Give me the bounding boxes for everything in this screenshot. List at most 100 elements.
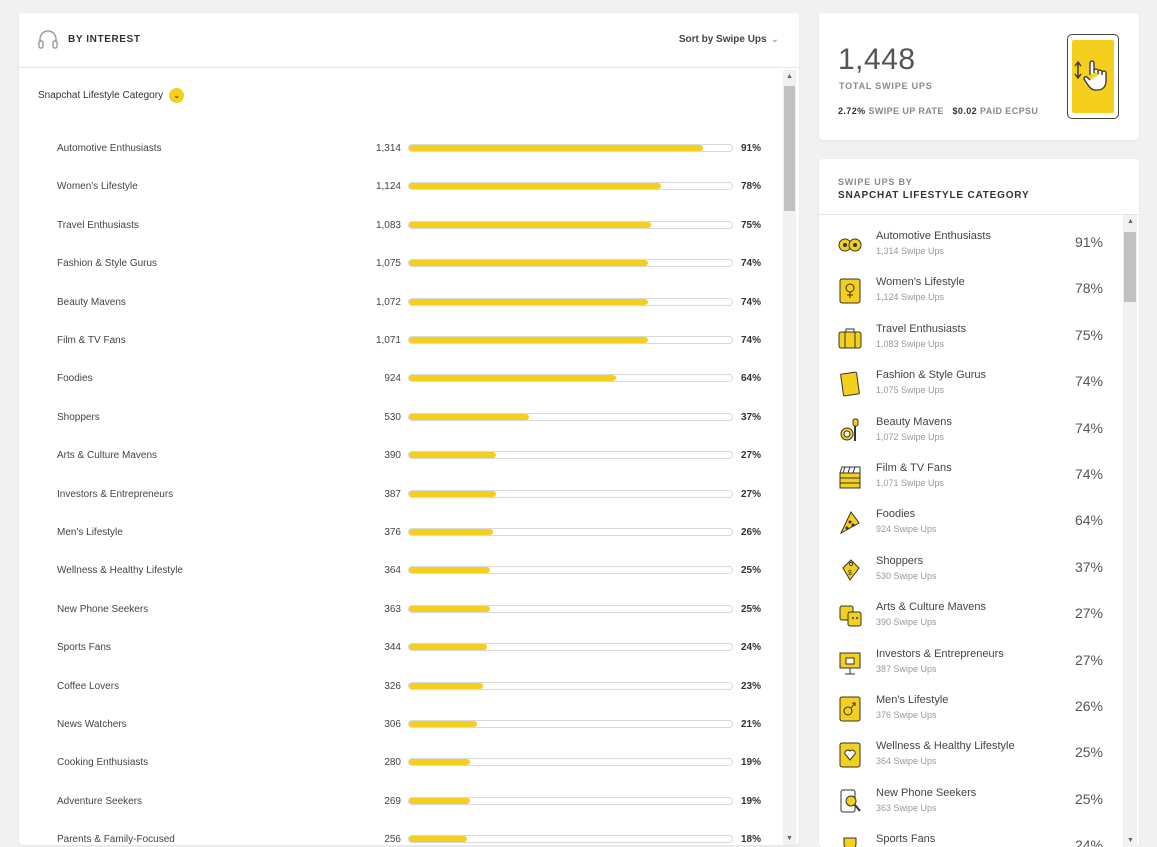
progress-fill	[409, 337, 648, 343]
category-swipe-ups: 1,124 Swipe Ups	[876, 292, 945, 303]
interest-row: Foodies 924 64%	[19, 369, 779, 389]
interest-count: 376	[384, 527, 401, 538]
scrollbar[interactable]: ▲ ▼	[783, 70, 796, 845]
category-list-item: Arts & Culture Mavens 390 Swipe Ups 27%	[819, 597, 1119, 637]
interest-percent: 25%	[741, 565, 762, 577]
chevron-down-icon: ⌄	[770, 34, 779, 45]
progress-fill	[409, 375, 616, 382]
male-symbol-icon	[839, 696, 861, 722]
interest-percent: 19%	[741, 757, 762, 769]
progress-fill	[409, 490, 496, 497]
interest-label: Film & TV Fans	[57, 335, 126, 346]
category-name: Shoppers	[876, 554, 924, 567]
interest-count: 1,071	[375, 335, 401, 346]
interest-list: Snapchat Lifestyle Category ⌄ Automotive…	[19, 69, 799, 845]
category-list-item: Travel Enthusiasts 1,083 Swipe Ups 75%	[819, 319, 1119, 359]
swipe-ups-by-category-card: SWIPE UPS BY SNAPCHAT LIFESTYLE CATEGORY…	[819, 159, 1139, 847]
category-percent: 74%	[1074, 419, 1103, 436]
divider	[819, 214, 1139, 215]
interest-count: 1,314	[375, 143, 401, 154]
interest-label: Arts & Culture Mavens	[57, 450, 158, 462]
scroll-down-arrow-icon[interactable]: ▼	[1127, 837, 1134, 844]
interest-percent: 18%	[741, 834, 762, 845]
interest-label: Automotive Enthusiasts	[57, 143, 162, 154]
clapperboard-icon	[839, 466, 861, 489]
phone-swipe-icon	[1067, 34, 1119, 119]
category-name: Beauty Mavens	[876, 415, 952, 428]
interest-row: Women's Lifestyle 1,124 78%	[19, 177, 779, 197]
scrollbar-thumb[interactable]	[1124, 232, 1136, 302]
category-swipe-ups: 376 Swipe Ups	[876, 710, 937, 720]
interest-row: Sports Fans 344 24%	[19, 638, 779, 658]
category-list-item: Sports Fans 24%	[819, 829, 1119, 847]
scrollbar[interactable]: ▲ ▼	[1123, 215, 1137, 847]
category-percent: 25%	[1074, 790, 1103, 807]
chevron-down-icon: ⌄	[169, 88, 185, 103]
category-swipe-ups: 924 Swipe Ups	[876, 524, 937, 535]
total-swipe-ups-value: 1,448	[838, 43, 916, 76]
interest-row: Coffee Lovers 326 23%	[19, 677, 779, 697]
presentation-icon	[839, 652, 861, 675]
category-percent: 74%	[1074, 466, 1103, 482]
interest-percent: 91%	[741, 143, 762, 154]
interest-label: Travel Enthusiasts	[57, 219, 139, 231]
category-name: Investors & Entrepreneurs	[876, 647, 1004, 660]
interest-percent: 78%	[741, 181, 762, 193]
sort-label: Sort by Swipe Ups	[678, 34, 767, 45]
swipe-up-rate-value: 2.72%	[838, 106, 866, 116]
interest-percent: 19%	[741, 795, 762, 807]
interest-percent: 75%	[741, 219, 762, 231]
interest-percent: 64%	[741, 373, 762, 385]
interest-percent: 23%	[741, 680, 762, 692]
interest-percent: 27%	[741, 450, 762, 462]
scroll-up-arrow-icon[interactable]: ▲	[786, 73, 793, 80]
category-name: Women's Lifestyle	[876, 276, 965, 289]
by-interest-panel: BY INTEREST Sort by Swipe Ups ⌄ Snapchat …	[19, 13, 799, 845]
interest-percent: 74%	[741, 258, 762, 270]
interest-row: Shoppers 530 37%	[19, 408, 779, 428]
interest-row: Travel Enthusiasts 1,083 75%	[19, 216, 779, 236]
category-list-item: Automotive Enthusiasts 1,314 Swipe Ups 91%	[819, 226, 1119, 266]
interest-row: Beauty Mavens 1,072 74%	[19, 293, 779, 313]
progress-track	[408, 451, 733, 460]
category-name: Foodies	[876, 508, 916, 521]
scroll-down-arrow-icon[interactable]: ▼	[786, 835, 793, 842]
interest-row: Automotive Enthusiasts 1,314 91%	[19, 139, 779, 159]
category-percent: 27%	[1074, 651, 1103, 668]
progress-fill	[409, 644, 487, 651]
progress-track	[408, 259, 733, 268]
interest-count: 364	[384, 565, 401, 577]
interest-row: News Watchers 306 21%	[19, 715, 779, 735]
interest-count: 1,124	[375, 181, 401, 193]
progress-fill	[409, 221, 651, 228]
interest-count: 1,072	[375, 296, 401, 308]
category-swipe-ups: 1,072 Swipe Ups	[876, 431, 945, 442]
panel-header: BY INTEREST Sort by Swipe Ups ⌄	[19, 13, 799, 68]
category-percent: 26%	[1074, 698, 1103, 714]
scrollbar-thumb[interactable]	[784, 86, 795, 211]
sort-dropdown[interactable]: Sort by Swipe Ups ⌄	[679, 34, 779, 45]
phone-search-icon	[840, 789, 861, 813]
interest-row: Investors & Entrepreneurs 387 27%	[19, 485, 779, 505]
total-swipe-ups-label: TOTAL SWIPE UPS	[839, 81, 933, 91]
category-swipe-ups: 1,075 Swipe Ups	[876, 385, 945, 396]
scroll-up-arrow-icon[interactable]: ▲	[1127, 218, 1134, 225]
category-swipe-ups: 1,071 Swipe Ups	[876, 478, 945, 488]
progress-track	[408, 835, 733, 844]
interest-row: Adventure Seekers 269 19%	[19, 792, 779, 812]
category-name: Sports Fans	[876, 833, 936, 846]
interest-count: 256	[384, 834, 401, 845]
category-name: Travel Enthusiasts	[876, 322, 967, 335]
category-list-item: Fashion & Style Gurus 1,075 Swipe Ups 74%	[819, 365, 1119, 405]
progress-fill	[409, 797, 470, 804]
interest-label: Beauty Mavens	[57, 296, 126, 308]
progress-track	[408, 182, 733, 191]
progress-fill	[409, 682, 483, 689]
card-heading-line2: SNAPCHAT LIFESTYLE CATEGORY	[838, 190, 1030, 201]
interest-label: Foodies	[57, 373, 93, 385]
category-name: Automotive Enthusiasts	[876, 230, 991, 242]
category-percent: 64%	[1074, 512, 1103, 529]
category-select[interactable]: Snapchat Lifestyle Category ⌄	[38, 88, 185, 103]
category-name: Men's Lifestyle	[876, 694, 949, 706]
interest-row: Men's Lifestyle 376 26%	[19, 523, 779, 543]
